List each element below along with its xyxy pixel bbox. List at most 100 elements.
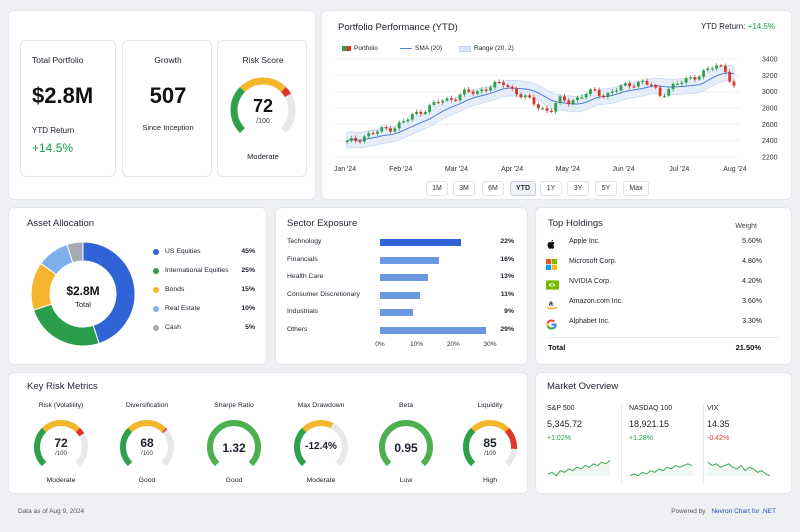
- range-button-5y[interactable]: 5Y: [595, 181, 617, 196]
- legend-label: International Equities: [165, 267, 229, 274]
- legend-label: Bonds: [165, 286, 185, 293]
- candle-body: [654, 84, 658, 88]
- candle-body: [732, 81, 736, 86]
- candle-body: [571, 100, 575, 104]
- ytd-return-header: YTD Return: +14.5%: [701, 22, 775, 31]
- y-tick-label: 3000: [762, 89, 778, 96]
- range-legend-icon: [459, 45, 471, 52]
- candle-body: [376, 131, 379, 134]
- sector-label: Health Care: [287, 273, 324, 280]
- range-button-6m[interactable]: 6M: [482, 181, 504, 196]
- holding-name[interactable]: NVIDIA Corp.: [569, 278, 612, 285]
- candle-body: [597, 90, 601, 96]
- range-button-3m[interactable]: 3M: [453, 181, 475, 196]
- holdings-divider: [548, 337, 779, 338]
- candle-body: [680, 82, 684, 84]
- risk-score-card: Risk Score 72 /100 Moderate: [217, 40, 307, 177]
- x-tick-label: May '24: [556, 166, 580, 173]
- allocation-center-label: Total: [75, 300, 91, 309]
- candle-body: [467, 89, 471, 92]
- candle-body: [689, 77, 692, 79]
- top-holdings-card: Top Holdings Weight Apple Inc. 5.60% Micro…: [535, 207, 792, 365]
- total-portfolio-value: $2.8M: [32, 83, 94, 108]
- sector-label: Industrials: [287, 308, 318, 315]
- gauge-fill: [463, 427, 476, 467]
- candle-body: [358, 140, 362, 143]
- donut-slice: [82, 241, 136, 345]
- candle-body: [480, 89, 484, 92]
- candle-body: [371, 133, 375, 135]
- candle-body: [523, 95, 527, 98]
- gauge-fill: [240, 77, 286, 93]
- y-tick-label: 2600: [762, 122, 778, 129]
- holding-weight: 3.30%: [742, 318, 762, 325]
- range-button-1y[interactable]: 1Y: [540, 181, 562, 196]
- legend-pct: 25%: [241, 267, 255, 274]
- candle-body: [702, 70, 705, 77]
- gauge-fill: [301, 420, 334, 433]
- candle-body: [649, 84, 653, 86]
- candle-body: [449, 98, 453, 100]
- candle-body: [515, 88, 518, 95]
- x-tick-label: Jan '24: [334, 166, 356, 173]
- gauge-inner: [216, 429, 252, 465]
- risk-metric-denom: /100: [484, 451, 496, 457]
- sector-pct: 22%: [500, 238, 514, 245]
- gauge-inner: [43, 429, 79, 465]
- candle-body: [697, 76, 701, 80]
- risk-metric-gauge: [207, 420, 261, 467]
- holding-name[interactable]: Microsoft Corp.: [569, 258, 617, 265]
- holding-weight: 4.80%: [742, 258, 762, 265]
- y-tick-label: 3200: [762, 73, 778, 80]
- candle-body: [710, 68, 714, 70]
- range-button-ytd[interactable]: YTD: [510, 181, 536, 196]
- risk-score-title: Risk Score: [242, 55, 284, 65]
- gauge-fill: [127, 420, 167, 433]
- key-risk-metrics-title: Key Risk Metrics: [27, 381, 98, 392]
- microsoft-icon: [546, 257, 559, 270]
- candle-body: [463, 89, 466, 95]
- risk-metric-value: -12.4%: [305, 441, 337, 452]
- candle-body: [380, 127, 384, 132]
- nvidia-icon: [546, 277, 559, 290]
- growth-card: Growth 507 Since Inception: [122, 40, 212, 177]
- risk-metric-label: Moderate: [306, 477, 336, 484]
- holding-weight: 5.60%: [742, 238, 762, 245]
- range-button-3y[interactable]: 3Y: [567, 181, 589, 196]
- risk-metric-title: Sharpe Ratio: [214, 402, 254, 409]
- performance-card: Portfolio Performance (YTD) YTD Return: …: [321, 10, 792, 200]
- growth-title: Growth: [154, 55, 182, 65]
- candle-body: [723, 65, 727, 72]
- risk-metric-gauge: [463, 420, 517, 467]
- risk-metric-label: Moderate: [46, 477, 76, 484]
- legend-label: US Equities: [165, 248, 201, 255]
- range-button-max[interactable]: Max: [623, 181, 649, 196]
- range-button-1m[interactable]: 1M: [426, 181, 448, 196]
- candle-body: [397, 122, 401, 129]
- legend-dot: [153, 306, 159, 312]
- brand-link[interactable]: Nevron Chart for .NET: [711, 508, 776, 515]
- candle-body: [671, 83, 675, 90]
- risk-metric-value: 85: [483, 436, 497, 450]
- gauge-inner: [388, 429, 424, 465]
- candle-body: [419, 111, 423, 114]
- candle-body: [532, 97, 536, 105]
- candle-body: [584, 94, 588, 98]
- range-band: [346, 64, 735, 150]
- candle-body: [676, 83, 679, 86]
- x-tick-label: Jun '24: [612, 166, 634, 173]
- gauge-fill: [470, 420, 510, 433]
- powered-by: Powered by Nevron Chart for .NET: [671, 508, 776, 515]
- holding-name[interactable]: Amazon.com Inc.: [569, 298, 624, 305]
- holding-name[interactable]: Apple Inc.: [569, 238, 601, 245]
- gauge-fill: [75, 427, 85, 437]
- market-sparkline: [629, 463, 693, 477]
- y-tick-label: 3400: [762, 57, 778, 64]
- gauge-fill: [34, 427, 47, 467]
- candle-body: [658, 87, 662, 96]
- risk-metric-label: Good: [225, 477, 243, 484]
- candle-body: [410, 114, 414, 120]
- ytd-return-value: +14.5%: [32, 141, 74, 155]
- holding-name[interactable]: Alphabet Inc.: [569, 318, 610, 325]
- holdings-total-label: Total: [548, 343, 566, 352]
